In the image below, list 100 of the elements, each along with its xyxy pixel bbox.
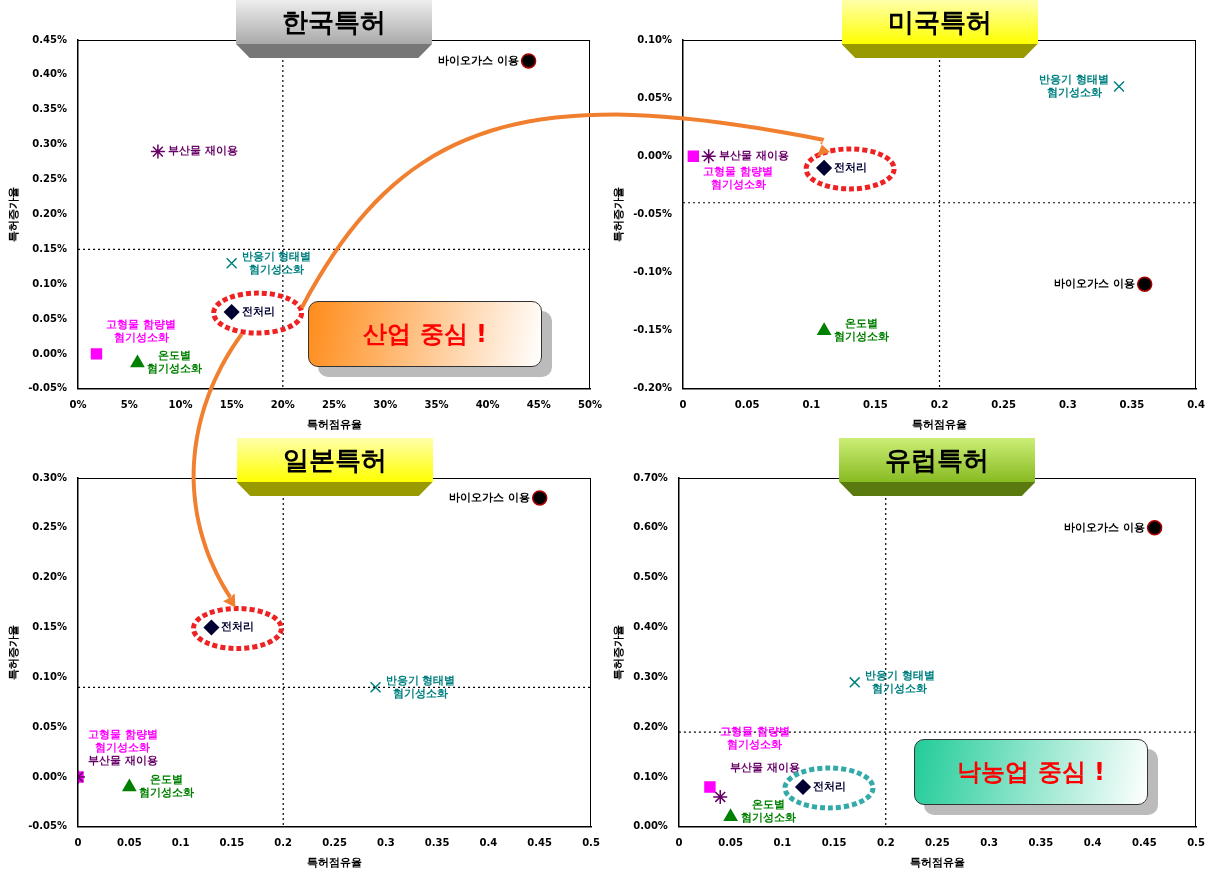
x-tick-label: 35% (424, 399, 449, 411)
series-label: 고형물 함량별 혐기성소화 (88, 728, 158, 755)
x-tick-label: 0.3 (980, 837, 999, 849)
x-axis-title: 특허점유율 (307, 856, 363, 870)
series-label: 전처리 (813, 779, 846, 793)
y-tick-label: 0.25% (32, 173, 68, 185)
x-tick-label: 0.5 (1187, 837, 1205, 849)
x-tick-label: 0.15 (863, 399, 888, 411)
x-tick-label: 0.1 (773, 837, 792, 849)
series-label: 전처리 (221, 620, 255, 634)
text: 고형물 함량별 혐기성소화 (719, 725, 790, 752)
x-tick-label: 0.05 (734, 399, 760, 411)
chart-title: 미국특허 (841, 0, 1038, 44)
title-banner: 미국특허 (841, 0, 1038, 58)
y-tick-label: 0.25% (32, 521, 68, 533)
series-label: 바이오가스 이용 (448, 490, 530, 504)
x-tick-label: 20% (270, 399, 295, 411)
x-tick-label: 0.35 (424, 837, 450, 849)
x-tick-label: 0 (74, 837, 82, 849)
x-axis-title: 특허점유율 (909, 856, 965, 870)
y-axis-title: 특허증가율 (7, 186, 21, 242)
x-tick-label: 0.45 (527, 837, 553, 849)
y-tick-label: 0.05% (637, 91, 673, 103)
y-tick-label: -0.05% (28, 382, 68, 394)
series-label: 온도별 혐기성소화 (139, 773, 195, 800)
series-label: 고형물 함량별 혐기성소화 (703, 164, 774, 191)
title-banner: 유럽특허 (839, 438, 1036, 496)
y-tick-label: 0.10% (32, 277, 68, 289)
y-tick-label: 0.05% (32, 312, 68, 324)
x-tick-label: 0.1 (802, 399, 821, 411)
chart-title: 한국특허 (236, 0, 433, 44)
y-tick-label: 0.10% (633, 770, 668, 782)
x-tick-label: 50% (578, 399, 602, 411)
series-label: 반응기 형태별 혐기성소화 (241, 249, 312, 276)
x-tick-label: 0.1 (171, 837, 190, 849)
y-tick-label: 0.00% (32, 770, 68, 782)
x-tick-label: 5% (120, 399, 138, 411)
x-tick-label: 0.25 (991, 399, 1017, 411)
title-banner: 일본특허 (236, 438, 433, 496)
x-axis-title: 특허점유율 (912, 418, 968, 432)
y-axis-title: 특허증가율 (612, 186, 626, 242)
series-label: 부산물 재이용 (730, 761, 801, 775)
series-label: 온도별 혐기성소화 (147, 349, 203, 376)
y-tick-label: 0.45% (32, 33, 68, 45)
x-tick-label: 25% (322, 399, 347, 411)
x-tick-label: 0.2 (876, 837, 895, 849)
series-label: 반응기 형태별 혐기성소화 (1039, 72, 1110, 99)
x-tick-label: 0.2 (930, 399, 949, 411)
y-tick-label: 0.00% (32, 347, 68, 359)
title-banner: 한국특허 (236, 0, 433, 58)
y-tick-label: 0.20% (633, 720, 668, 732)
x-tick-label: 0.4 (479, 837, 498, 849)
y-tick-label: 0.35% (32, 103, 68, 115)
y-tick-label: 0.30% (32, 471, 68, 483)
y-axis-title: 특허증가율 (612, 624, 626, 680)
x-tick-label: 0.35 (1028, 837, 1054, 849)
y-tick-label: -0.10% (633, 266, 673, 278)
y-tick-label: 0.40% (633, 621, 668, 633)
x-tick-label: 0.05 (116, 837, 142, 849)
y-tick-label: 0.10% (32, 670, 68, 682)
x-tick-label: 45% (526, 399, 551, 411)
y-tick-label: -0.05% (633, 207, 673, 219)
x-tick-label: 0% (69, 399, 87, 411)
x-tick-label: 0.25 (925, 837, 950, 849)
y-tick-label: 0.30% (633, 670, 668, 682)
y-tick-label: -0.15% (633, 324, 673, 336)
y-tick-label: 0.20% (32, 571, 68, 583)
y-tick-label: 0.15% (32, 621, 68, 633)
chart-title: 유럽특허 (839, 438, 1036, 482)
x-tick-label: 10% (168, 399, 193, 411)
x-tick-label: 0.3 (376, 837, 395, 849)
y-axis-title: 특허증가율 (7, 624, 21, 680)
x-tick-label: 15% (219, 399, 244, 411)
series-label: 바이오가스 이용 (1063, 520, 1145, 534)
series-label: 부산물 재이용 (718, 149, 789, 163)
y-tick-label: 0.40% (32, 68, 68, 80)
x-tick-label: 0 (679, 399, 687, 411)
y-tick-label: 0.15% (32, 242, 68, 254)
series-label: 온도별 혐기성소화 (740, 798, 796, 825)
y-tick-label: 0.70% (633, 471, 668, 483)
series-label: 고형물 함량별 혐기성소화 (106, 318, 177, 345)
series-label: 온도별 혐기성소화 (834, 317, 890, 344)
y-tick-label: 0.20% (32, 207, 68, 219)
x-tick-label: 0.25 (322, 837, 347, 849)
x-tick-label: 0.4 (1187, 399, 1205, 411)
chart-title: 일본특허 (236, 438, 433, 482)
x-tick-label: 40% (475, 399, 500, 411)
series-label: 반응기 형태별 혐기성소화 (385, 673, 456, 700)
y-tick-label: -0.05% (28, 820, 68, 832)
x-tick-label: 0.3 (1058, 399, 1077, 411)
x-axis-title: 특허점유율 (306, 418, 362, 432)
y-tick-label: 0.00% (637, 149, 673, 161)
series-label: 반응기 형태별 혐기성소화 (864, 668, 935, 695)
y-tick-label: -0.20% (633, 382, 673, 394)
series-label: 전처리 (834, 160, 868, 174)
series-label: 부산물 재이용 (88, 754, 158, 768)
y-tick-label: 0.10% (637, 33, 673, 45)
x-tick-label: 0.4 (1083, 837, 1102, 849)
x-tick-label: 0 (675, 837, 683, 849)
series-label: 부산물 재이용 (167, 144, 238, 158)
